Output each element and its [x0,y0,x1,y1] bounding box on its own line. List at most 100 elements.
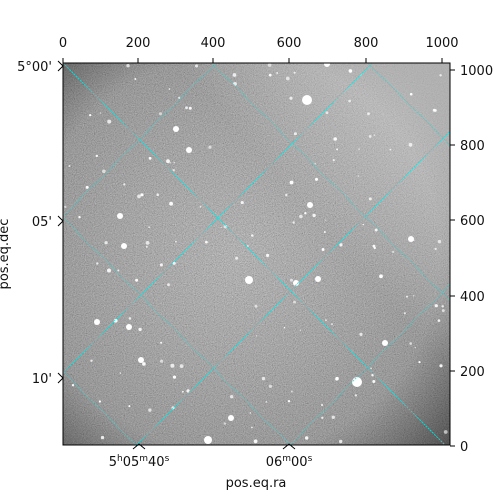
star [268,384,272,388]
star [368,135,372,138]
star [138,357,144,363]
star [253,439,258,444]
star [367,112,370,116]
star [392,250,395,253]
star [204,436,212,444]
grid-line [63,63,446,445]
star [441,309,445,313]
star [409,92,413,96]
ra-axis: 5h05m40s 06m00s [109,443,313,470]
star [358,148,360,150]
star [173,126,179,132]
star [362,223,364,226]
top-tick-label: 1000 [425,36,458,51]
star [247,245,249,247]
right-axis: 1000 800 600 400 200 0 [450,64,493,455]
right-tick-label: 200 [460,365,485,380]
star [331,323,333,326]
star [312,213,316,218]
star [315,276,321,282]
star [414,347,416,349]
star [373,246,376,250]
star [413,295,415,297]
star [266,253,270,257]
star [172,375,177,379]
right-tick-label: 800 [460,139,485,154]
star [199,205,202,208]
star [235,256,239,260]
star [406,295,408,298]
star [290,390,293,393]
star [249,412,251,414]
right-tick-label: 0 [460,440,468,455]
star [168,88,171,90]
top-tick-label: 400 [201,36,226,51]
star [128,405,131,408]
right-tick-label: 1000 [460,64,493,79]
star [302,95,312,105]
star [293,71,296,74]
star [117,213,123,219]
grid-line [63,371,137,445]
star [325,219,327,221]
star [325,111,329,115]
star [354,394,357,397]
star [389,148,392,151]
star [293,132,297,136]
star [434,247,437,250]
star [223,422,226,425]
star [382,340,388,346]
star [333,137,338,141]
star [339,439,343,444]
ra-tick-label: 06m00s [266,454,313,470]
star [128,317,132,320]
star [432,108,436,112]
star [292,221,295,224]
star [156,193,159,196]
top-tick-label: 200 [126,36,151,51]
star [439,74,442,77]
grid-line [288,283,450,445]
star [107,268,111,273]
ra-tick-label: 5h05m40s [109,454,170,470]
dec-tick-mark [57,215,64,227]
star [370,367,372,370]
star [78,215,81,219]
star [160,359,164,363]
right-tick-label: 400 [460,290,485,305]
star [140,193,144,197]
grid-line [211,63,450,302]
star [166,159,170,164]
star [240,201,244,205]
star [232,73,237,77]
star [299,329,301,331]
star [265,401,268,403]
top-tick-label: 0 [59,36,67,51]
star [348,69,353,73]
star [403,312,406,315]
star [374,228,378,232]
star [441,305,444,308]
star [299,214,303,219]
star [373,134,376,136]
star [325,319,327,321]
star [94,319,100,325]
star [160,341,163,344]
star [359,332,363,336]
star [413,239,415,241]
star [285,76,290,81]
star [89,114,92,117]
star [117,269,120,272]
grid-line [135,130,450,445]
star [372,244,376,248]
star [267,63,272,67]
star [437,239,442,244]
image-frame [62,62,451,446]
top-tick-label: 800 [354,36,379,51]
star [283,327,286,329]
star [314,162,317,165]
star [251,426,253,429]
star [172,169,175,172]
star [368,197,372,201]
star [145,246,148,248]
